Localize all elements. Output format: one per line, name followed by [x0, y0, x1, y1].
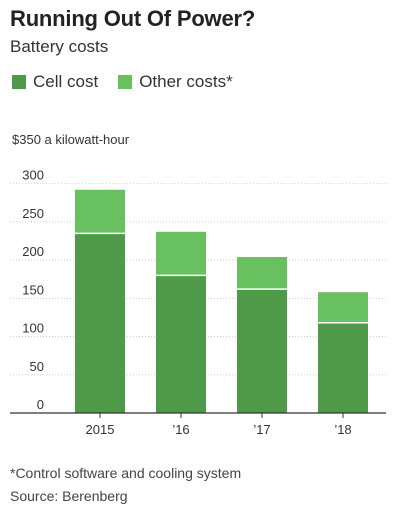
bars [75, 189, 368, 413]
y-tick-label-250: 250 [22, 206, 44, 221]
bar-other-costs-0 [75, 189, 125, 234]
y-tick-label-150: 150 [22, 282, 44, 297]
bar-cell-cost-0 [75, 233, 125, 413]
tick-labels: 0 50 100 150 200 250 300 [22, 168, 44, 412]
y-tick-label-200: 200 [22, 244, 44, 259]
x-tick-label-1: ’16 [172, 422, 189, 437]
legend-swatch-other-costs [118, 75, 133, 89]
x-tick-label-0: 2015 [86, 422, 115, 437]
chart-title: Running Out Of Power? [10, 6, 256, 31]
bar-other-costs-1 [156, 231, 206, 276]
bar-cell-cost-2 [237, 289, 287, 413]
x-tick-label-3: ’18 [334, 422, 351, 437]
y-axis-unit-label: $350 a kilowatt-hour [12, 132, 130, 147]
x-tick-label-2: ’17 [253, 422, 270, 437]
legend-swatch-cell-cost [12, 75, 26, 89]
legend-label-cell-cost: Cell cost [33, 72, 99, 91]
bar-cell-cost-3 [318, 322, 368, 413]
bar-other-costs-3 [318, 292, 368, 323]
legend-item-other-costs: Other costs* [118, 72, 233, 92]
legend: Cell cost Other costs* [12, 72, 253, 92]
bar-cell-cost-1 [156, 275, 206, 413]
legend-label-other-costs: Other costs* [139, 72, 233, 91]
footnote: *Control software and cooling system [10, 465, 242, 481]
chart-subtitle: Battery costs [10, 37, 109, 56]
y-tick-label-100: 100 [22, 321, 44, 336]
legend-item-cell-cost: Cell cost [12, 72, 98, 92]
y-tick-label-300: 300 [22, 168, 44, 183]
bar-other-costs-2 [237, 257, 287, 290]
source-note: Source: Berenberg [10, 488, 128, 504]
y-tick-label-50: 50 [30, 359, 44, 374]
y-tick-label-0: 0 [37, 397, 44, 412]
x-axis: 2015 ’16 ’17 ’18 [10, 412, 386, 437]
